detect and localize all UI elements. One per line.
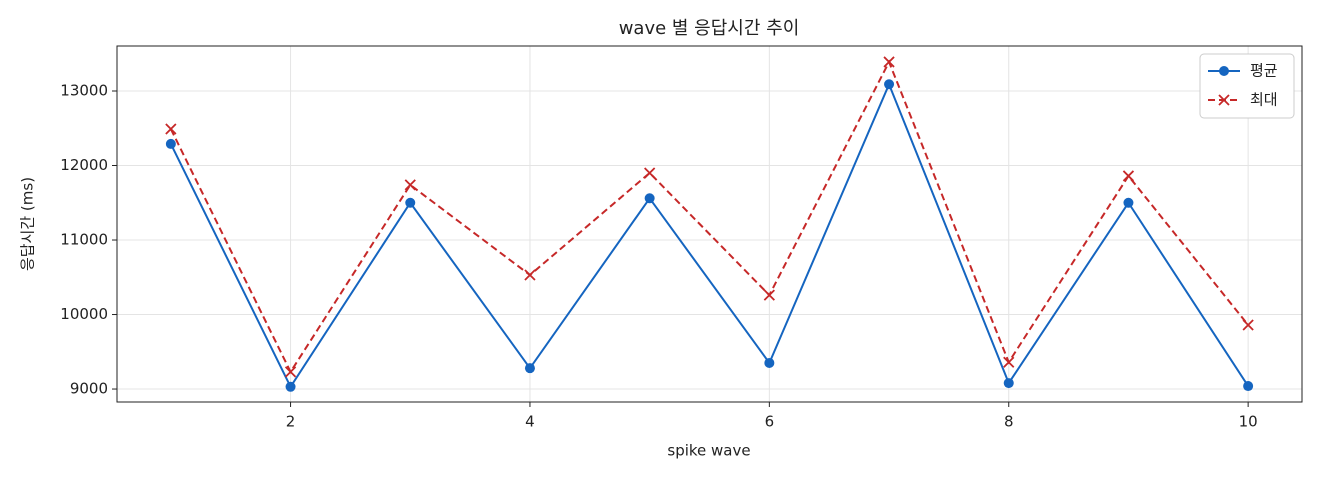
series-line	[169, 81, 1249, 389]
chart-title: wave 별 응답시간 추이	[619, 18, 800, 39]
point	[285, 381, 296, 392]
point	[1122, 170, 1135, 182]
x-tick-label: 2	[286, 413, 296, 431]
point	[165, 138, 176, 149]
x-axis-label: spike wave	[667, 442, 750, 460]
legend-marker	[1219, 66, 1229, 76]
y-tick-label: 13000	[60, 82, 108, 100]
legend-marker	[1218, 94, 1230, 106]
point	[764, 357, 775, 368]
point	[165, 123, 177, 135]
point	[1243, 381, 1254, 392]
legend-label: 최대	[1250, 91, 1278, 109]
point	[405, 197, 416, 208]
legend-label: 평균	[1250, 62, 1278, 80]
x-tick-label: 4	[525, 413, 535, 431]
series-line	[169, 59, 1249, 374]
point	[1242, 319, 1254, 331]
plot-frame	[116, 45, 1303, 403]
point	[763, 289, 775, 301]
point	[524, 363, 535, 374]
x-tick-label: 6	[765, 413, 775, 431]
point	[404, 179, 416, 191]
y-tick-label: 9000	[70, 380, 108, 398]
y-tick-label: 12000	[60, 156, 108, 174]
point	[1003, 356, 1015, 368]
point	[644, 193, 655, 204]
point	[884, 79, 895, 90]
x-tick-label: 8	[1004, 413, 1014, 431]
legend-box	[1199, 53, 1295, 119]
point	[883, 56, 895, 68]
x-tick-label: 10	[1239, 413, 1258, 431]
point	[524, 269, 536, 281]
point	[644, 167, 656, 179]
point	[1003, 378, 1014, 389]
y-tick-label: 11000	[60, 231, 108, 249]
y-axis-label: 응답시간 (ms)	[19, 177, 37, 271]
y-tick-label: 10000	[60, 305, 108, 323]
point	[1123, 197, 1134, 208]
point	[284, 366, 297, 378]
